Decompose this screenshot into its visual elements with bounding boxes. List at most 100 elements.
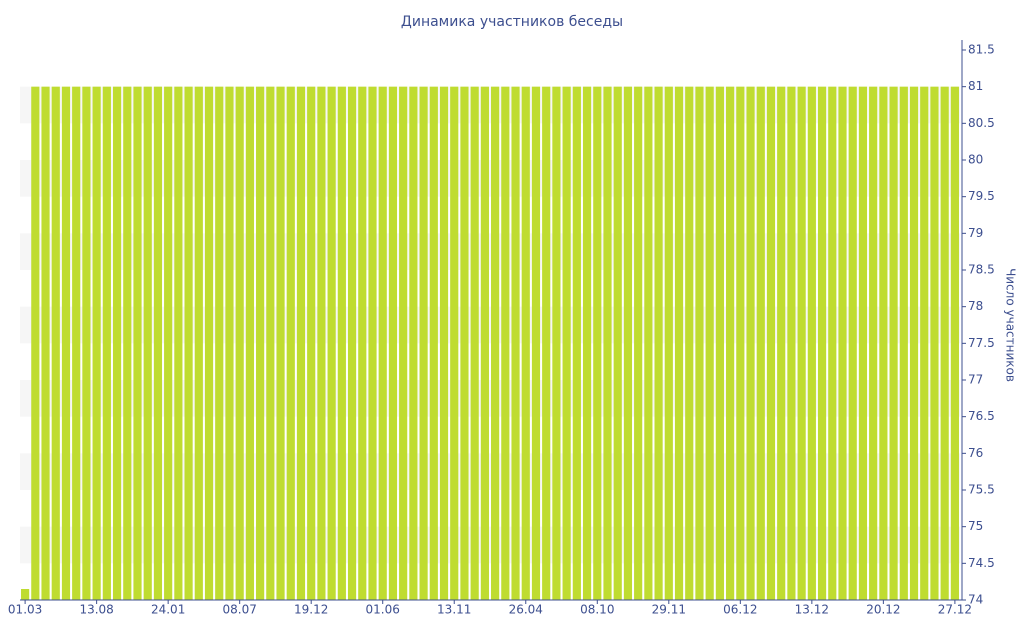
y-tick-label: 78: [968, 299, 983, 313]
bar: [817, 86, 827, 600]
bar: [889, 86, 898, 600]
x-tick-label: 27.12: [938, 603, 972, 617]
bar: [746, 86, 755, 600]
bar: [674, 86, 684, 600]
bar: [940, 86, 949, 600]
bar: [552, 86, 561, 600]
bar: [460, 86, 469, 600]
bar: [358, 86, 367, 600]
y-tick-label: 78.5: [968, 263, 995, 277]
y-tick-label: 81: [968, 79, 983, 93]
bar: [245, 86, 254, 600]
bar: [909, 86, 919, 600]
bar: [296, 86, 306, 600]
bar: [337, 86, 346, 600]
bar: [266, 86, 275, 600]
bar: [143, 86, 152, 600]
bar: [491, 86, 500, 600]
x-tick-label: 26.04: [509, 603, 543, 617]
bar: [307, 86, 316, 600]
bar: [450, 86, 459, 600]
x-tick-label: 29.11: [652, 603, 686, 617]
bar: [736, 86, 745, 600]
bar: [572, 86, 581, 600]
bar: [593, 86, 602, 600]
bar: [317, 86, 326, 600]
bar: [31, 86, 40, 600]
x-tick-label: 24.01: [151, 603, 185, 617]
bar: [848, 86, 857, 600]
bar: [51, 86, 60, 600]
bar: [368, 86, 377, 600]
x-tick-label: 08.10: [580, 603, 614, 617]
bar: [347, 86, 357, 600]
bar: [235, 86, 244, 600]
bar: [715, 86, 724, 600]
x-tick-label: 01.03: [8, 603, 42, 617]
bar: [521, 86, 530, 600]
x-tick-label: 19.12: [294, 603, 328, 617]
bar: [204, 86, 214, 600]
bar: [828, 86, 837, 600]
bar: [838, 86, 847, 600]
y-tick-label: 76: [968, 446, 983, 460]
x-tick-label: 01.06: [366, 603, 400, 617]
y-tick-label: 77: [968, 373, 983, 387]
bar: [634, 86, 643, 600]
bar: [92, 86, 101, 600]
bar: [153, 86, 163, 600]
chart-title: Динамика участников беседы: [401, 14, 623, 30]
bar: [439, 86, 449, 600]
x-tick-label: 13.11: [437, 603, 471, 617]
bar: [664, 86, 673, 600]
x-tick-label: 20.12: [866, 603, 900, 617]
bar: [797, 86, 806, 600]
bar: [41, 86, 50, 600]
bar: [164, 86, 173, 600]
bar: [879, 86, 888, 600]
bar: [542, 86, 551, 600]
bar: [327, 86, 336, 600]
bar: [654, 86, 663, 600]
bar: [807, 86, 816, 600]
bar: [920, 86, 929, 600]
bar: [123, 86, 132, 600]
y-tick-label: 79.5: [968, 189, 995, 203]
x-tick-label: 13.12: [795, 603, 829, 617]
bar: [582, 86, 592, 600]
bar: [695, 86, 704, 600]
bar: [766, 86, 776, 600]
bar: [133, 86, 142, 600]
bar: [429, 86, 438, 600]
bar: [603, 86, 612, 600]
bar: [869, 86, 878, 600]
bar: [21, 589, 30, 600]
y-tick-label: 81.5: [968, 43, 995, 57]
y-tick-label: 79: [968, 226, 983, 240]
bar: [756, 86, 765, 600]
bar: [950, 86, 959, 600]
bar: [409, 86, 418, 600]
bar: [61, 86, 71, 600]
y-tick-label: 76.5: [968, 409, 995, 423]
bar: [531, 86, 541, 600]
bar: [685, 86, 694, 600]
bar: [286, 86, 295, 600]
y-tick-label: 80.5: [968, 116, 995, 130]
bar: [256, 86, 265, 600]
bar: [858, 86, 868, 600]
x-tick-label: 13.08: [79, 603, 113, 617]
bar: [225, 86, 234, 600]
bar: [399, 86, 408, 600]
bar: [215, 86, 224, 600]
x-tick-label: 06.12: [723, 603, 757, 617]
y-tick-label: 75: [968, 519, 983, 533]
bar: [388, 86, 398, 600]
bar: [174, 86, 183, 600]
bar: [501, 86, 510, 600]
bar: [511, 86, 520, 600]
x-tick-label: 08.07: [222, 603, 256, 617]
y-tick-label: 80: [968, 153, 983, 167]
bar: [419, 86, 428, 600]
